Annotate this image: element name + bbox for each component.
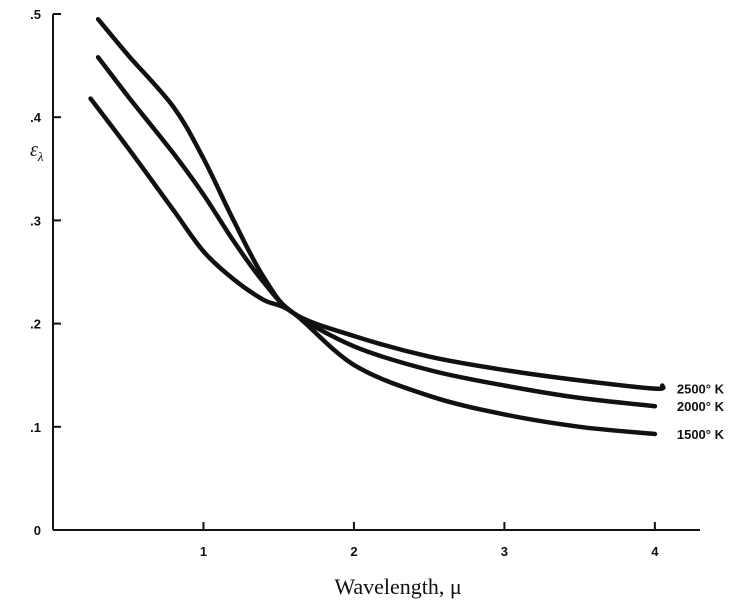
y-tick-label: 0 [34, 523, 41, 538]
x-ticks: 1 2 3 4 [200, 522, 659, 559]
series-label-2000k: 2000° K [677, 399, 725, 414]
y-tick-label: .2 [30, 317, 41, 332]
y-tick-label: .3 [30, 213, 41, 228]
curve-2000k [95, 55, 658, 409]
x-axis-title: Wavelength, μ [334, 574, 461, 599]
curve-1500k [88, 96, 658, 437]
x-tick-label: 1 [200, 544, 207, 559]
y-ticks: 0 .1 .2 .3 .4 .5 [30, 7, 61, 538]
curves [88, 16, 666, 437]
curve-2500k [95, 16, 666, 391]
x-tick-label: 2 [350, 544, 357, 559]
x-tick-label: 3 [501, 544, 508, 559]
x-tick-label: 4 [651, 544, 659, 559]
y-axis-title: ελ [30, 139, 44, 164]
y-tick-label: .5 [30, 7, 41, 22]
y-tick-label: .1 [30, 420, 41, 435]
series-label-2500k: 2500° K [677, 382, 725, 397]
y-tick-label: .4 [30, 110, 42, 125]
series-label-1500k: 1500° K [677, 427, 725, 442]
series-labels: 2500° K 2000° K 1500° K [677, 382, 725, 442]
